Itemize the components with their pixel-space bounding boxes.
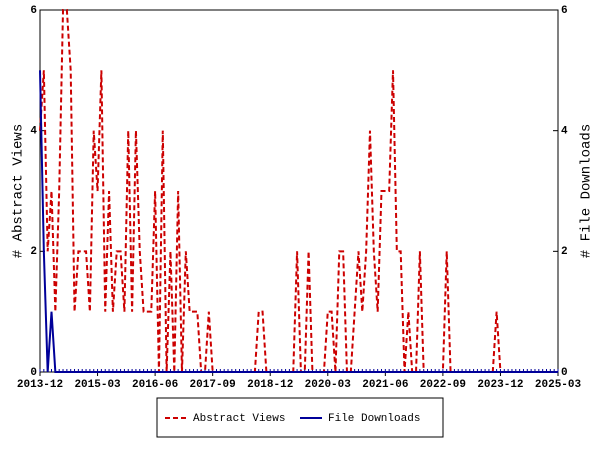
x-tick-label: 2013-12 [17,379,63,391]
x-tick-label: 2025-03 [535,379,582,391]
x-tick-label: 2018-12 [247,379,293,391]
legend-label: Abstract Views [193,413,285,425]
x-tick-label: 2017-09 [190,379,236,391]
y2-tick-label: 6 [561,5,568,17]
x-tick-label: 2016-06 [132,379,178,391]
x-tick-label: 2021-06 [362,379,408,391]
y2-tick-label: 4 [561,126,568,138]
y-axis-title: # Abstract Views [11,124,27,258]
y-tick-label: 0 [30,367,37,379]
y-tick-label: 2 [30,246,37,258]
legend-box [156,397,444,438]
y2-tick-label: 0 [561,367,568,379]
series-line [39,9,558,373]
legend-label: File Downloads [328,413,420,425]
x-tick-label: 2022-09 [420,379,466,391]
series-line [39,70,558,373]
x-tick-label: 2015-03 [74,379,121,391]
y2-axis-title: # File Downloads [579,124,595,258]
y-tick-label: 6 [30,5,37,17]
x-tick-label: 2023-12 [477,379,523,391]
y-tick-label: 4 [30,126,37,138]
x-tick-label: 2020-03 [305,379,352,391]
y2-tick-label: 2 [561,246,568,258]
